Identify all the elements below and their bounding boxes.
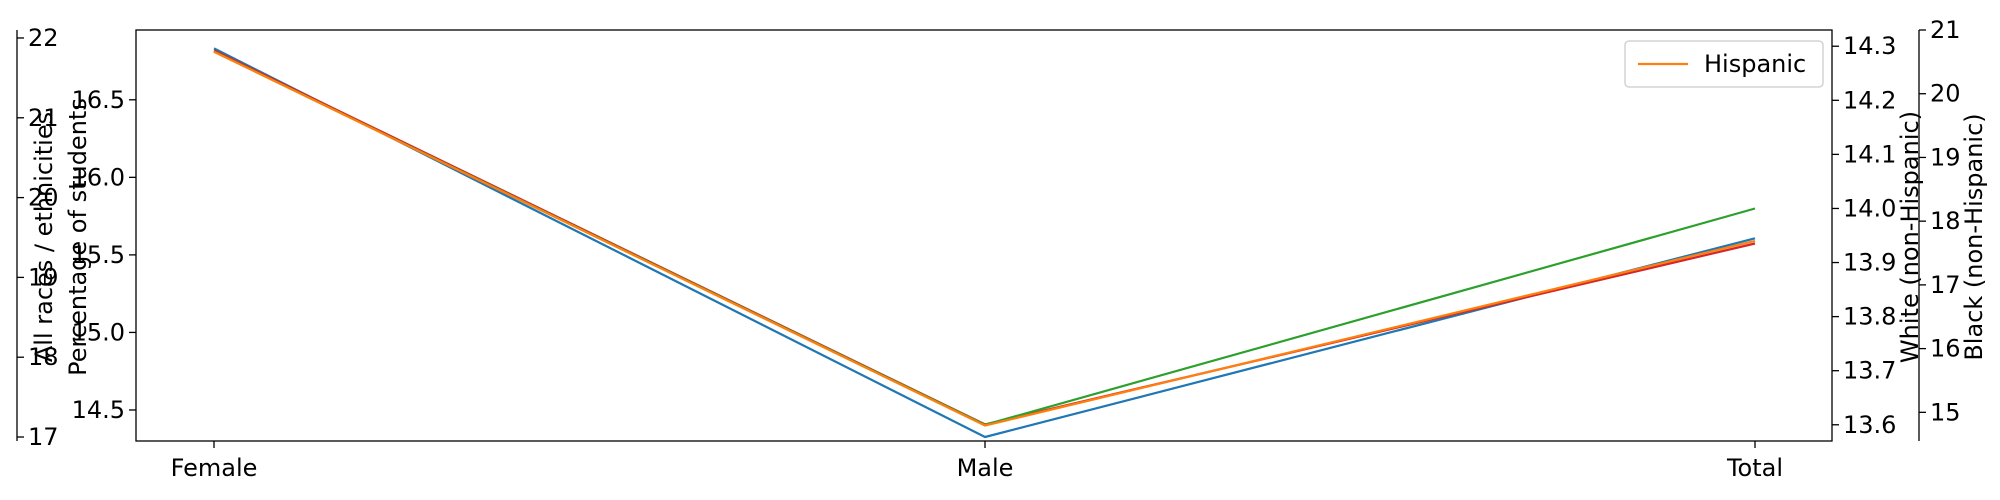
- outer_right-tick-label: 15: [1930, 398, 1961, 426]
- outer-left-axis-label: All races / ethnicities: [30, 112, 58, 362]
- series-line-black-non-hispanic: [214, 50, 1755, 424]
- right-axis-label: White (non-Hispanic): [1896, 111, 1924, 363]
- right-tick-label: 14.0: [1843, 194, 1896, 222]
- outer_left-tick-label: 17: [28, 423, 59, 451]
- series-layer: [214, 48, 1755, 437]
- x-tick-label-total: Total: [1726, 454, 1783, 482]
- legend: Hispanic: [1625, 41, 1823, 87]
- plot-frame: [136, 30, 1832, 441]
- right-tick-label: 13.9: [1843, 249, 1896, 277]
- right-tick-label: 14.3: [1843, 32, 1896, 60]
- outer_right-tick-label: 18: [1930, 207, 1961, 235]
- outer_right-tick-label: 20: [1930, 80, 1961, 108]
- series-line-hispanic: [214, 52, 1755, 426]
- series-line-white-non-hispanic: [214, 52, 1755, 425]
- right-tick-label: 13.8: [1843, 303, 1896, 331]
- right-tick-label: 13.6: [1843, 411, 1896, 439]
- left-tick-label: 14.5: [72, 396, 125, 424]
- outer_left-tick-label: 22: [28, 24, 59, 52]
- outer_right-tick-label: 16: [1930, 335, 1961, 363]
- legend-label-hispanic: Hispanic: [1704, 50, 1806, 78]
- left-axis-label: Percentage of students: [64, 98, 92, 376]
- right-tick-label: 14.1: [1843, 140, 1896, 168]
- right-tick-label: 14.2: [1843, 86, 1896, 114]
- outer_right-tick-label: 17: [1930, 271, 1961, 299]
- series-line-all-races-ethnicities: [214, 48, 1755, 437]
- outer_right-tick-label: 21: [1930, 16, 1961, 44]
- x-tick-label-female: Female: [171, 454, 258, 482]
- outer-right-axis-label: Black (non-Hispanic): [1960, 113, 1988, 360]
- x-tick-label-male: Male: [957, 454, 1014, 482]
- right-tick-label: 13.7: [1843, 357, 1896, 385]
- outer_right-tick-label: 19: [1930, 143, 1961, 171]
